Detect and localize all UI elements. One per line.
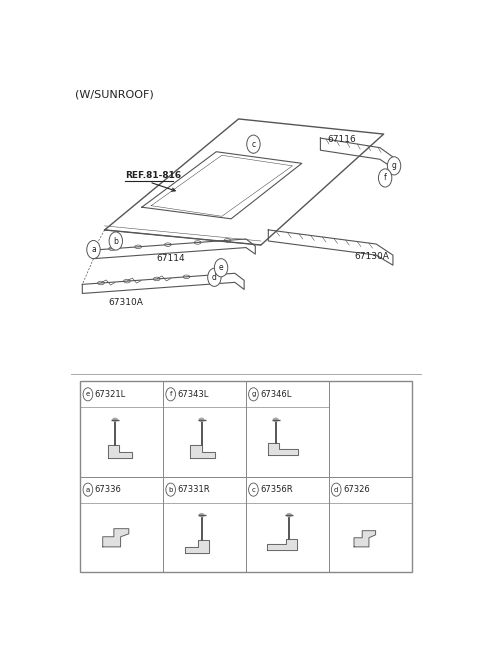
Text: d: d bbox=[212, 273, 217, 282]
Text: b: b bbox=[168, 487, 173, 493]
Polygon shape bbox=[267, 539, 297, 550]
Text: f: f bbox=[169, 391, 172, 398]
Text: 67331R: 67331R bbox=[178, 485, 210, 494]
Text: f: f bbox=[384, 174, 386, 183]
Polygon shape bbox=[268, 443, 298, 455]
Text: 67130A: 67130A bbox=[354, 252, 389, 261]
Bar bbox=[81, 381, 411, 572]
Circle shape bbox=[387, 157, 401, 175]
Polygon shape bbox=[108, 445, 132, 458]
Polygon shape bbox=[185, 540, 209, 553]
Ellipse shape bbox=[287, 514, 291, 517]
Text: b: b bbox=[113, 236, 118, 246]
Text: a: a bbox=[86, 487, 90, 493]
Text: e: e bbox=[219, 263, 223, 272]
Polygon shape bbox=[103, 529, 129, 547]
Text: g: g bbox=[392, 161, 396, 170]
Text: g: g bbox=[251, 391, 256, 398]
Text: 67356R: 67356R bbox=[260, 485, 293, 494]
Text: (W/SUNROOF): (W/SUNROOF) bbox=[75, 90, 154, 100]
Ellipse shape bbox=[274, 419, 278, 421]
Circle shape bbox=[215, 259, 228, 277]
Text: 67336: 67336 bbox=[95, 485, 121, 494]
Text: a: a bbox=[91, 245, 96, 254]
Circle shape bbox=[208, 269, 221, 286]
Text: c: c bbox=[252, 140, 255, 149]
Circle shape bbox=[247, 135, 260, 153]
Text: 67346L: 67346L bbox=[260, 390, 291, 399]
Text: 67116: 67116 bbox=[328, 135, 357, 143]
Polygon shape bbox=[191, 445, 215, 458]
Ellipse shape bbox=[199, 419, 204, 421]
Circle shape bbox=[87, 240, 100, 259]
Text: e: e bbox=[86, 391, 90, 398]
Polygon shape bbox=[354, 531, 376, 547]
Ellipse shape bbox=[199, 514, 204, 517]
Text: d: d bbox=[334, 487, 338, 493]
Text: c: c bbox=[252, 487, 255, 493]
Circle shape bbox=[109, 232, 122, 250]
Ellipse shape bbox=[113, 419, 117, 421]
Text: 67343L: 67343L bbox=[178, 390, 209, 399]
Text: 67326: 67326 bbox=[343, 485, 370, 494]
Text: REF.81-816: REF.81-816 bbox=[125, 172, 181, 181]
Text: 67310A: 67310A bbox=[108, 298, 143, 307]
Text: 67114: 67114 bbox=[156, 253, 185, 263]
Circle shape bbox=[378, 169, 392, 187]
Text: 67321L: 67321L bbox=[95, 390, 126, 399]
